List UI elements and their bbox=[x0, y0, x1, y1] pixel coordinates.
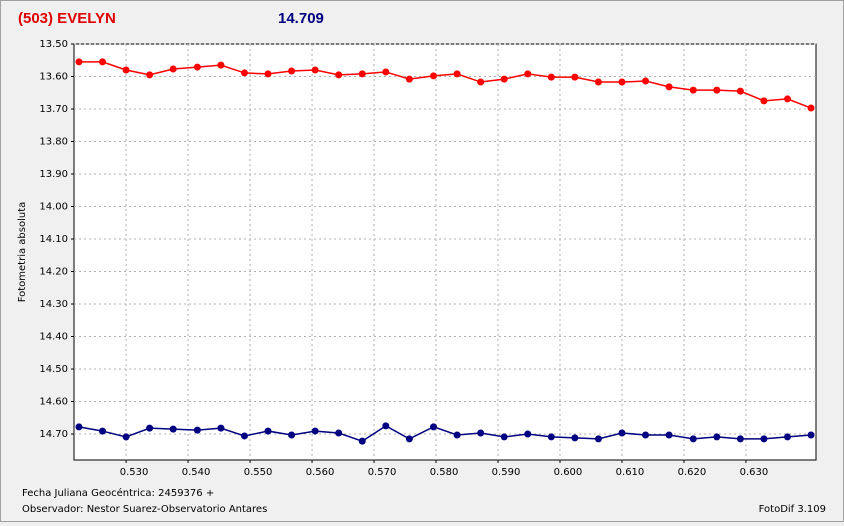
y-tick-label: 13.60 bbox=[39, 72, 68, 83]
observer: Observador: Nestor Suarez-Observatorio A… bbox=[22, 504, 267, 515]
y-tick-label: 13.90 bbox=[39, 169, 68, 180]
series-line bbox=[78, 425, 812, 442]
y-tick-label: 13.70 bbox=[39, 104, 68, 115]
data-point bbox=[594, 435, 602, 443]
data-point bbox=[240, 432, 248, 440]
data-point bbox=[382, 68, 390, 76]
x-tick-label: 0.540 bbox=[182, 467, 211, 478]
y-tick-label: 14.70 bbox=[39, 429, 68, 440]
data-point bbox=[405, 75, 413, 83]
x-tick-label: 0.600 bbox=[554, 467, 583, 478]
data-point bbox=[689, 435, 697, 443]
y-tick-label: 14.30 bbox=[39, 299, 68, 310]
data-point bbox=[760, 97, 768, 105]
y-tick-label: 13.50 bbox=[39, 39, 68, 50]
y-tick-label: 14.00 bbox=[39, 202, 68, 213]
data-point bbox=[524, 430, 532, 438]
data-point bbox=[500, 433, 508, 441]
data-point bbox=[736, 435, 744, 443]
data-point bbox=[311, 66, 319, 74]
data-point bbox=[240, 69, 248, 77]
data-point bbox=[335, 429, 343, 437]
y-tick-label: 14.10 bbox=[39, 234, 68, 245]
data-point bbox=[547, 433, 555, 441]
y-tick-label: 14.50 bbox=[39, 364, 68, 375]
x-tick-label: 0.630 bbox=[740, 467, 769, 478]
data-point bbox=[217, 424, 225, 432]
x-tick-label: 0.530 bbox=[120, 467, 149, 478]
data-point bbox=[169, 65, 177, 73]
x-tick-label: 0.580 bbox=[430, 467, 459, 478]
data-point bbox=[594, 78, 602, 86]
data-point bbox=[122, 433, 130, 441]
data-point bbox=[665, 83, 673, 91]
y-tick-label: 14.60 bbox=[39, 397, 68, 408]
data-point bbox=[193, 63, 201, 71]
data-point bbox=[477, 78, 485, 86]
chart-title: (503) EVELYN bbox=[18, 10, 116, 27]
software-version: FotoDif 3.109 bbox=[759, 504, 826, 515]
x-axis-label: Fecha Juliana Geocéntrica: 2459376 + bbox=[22, 487, 214, 499]
data-point bbox=[430, 423, 438, 431]
data-point bbox=[642, 77, 650, 85]
data-point bbox=[713, 86, 721, 94]
data-point bbox=[264, 70, 272, 78]
data-point bbox=[169, 425, 177, 433]
x-tick-label: 0.550 bbox=[244, 467, 273, 478]
data-point bbox=[75, 423, 83, 431]
data-point bbox=[75, 58, 83, 66]
data-point bbox=[665, 431, 673, 439]
plot-area bbox=[73, 43, 817, 461]
data-point bbox=[358, 437, 366, 445]
data-point bbox=[524, 70, 532, 78]
data-point bbox=[193, 426, 201, 434]
data-point bbox=[264, 427, 272, 435]
x-tick-label: 0.610 bbox=[616, 467, 645, 478]
y-tick-label: 13.80 bbox=[39, 137, 68, 148]
data-point bbox=[405, 435, 413, 443]
series-line bbox=[78, 61, 812, 109]
data-point bbox=[146, 424, 154, 432]
data-point bbox=[760, 435, 768, 443]
x-tick-label: 0.560 bbox=[306, 467, 335, 478]
data-point bbox=[783, 433, 791, 441]
data-point bbox=[477, 429, 485, 437]
data-point bbox=[618, 78, 626, 86]
data-point bbox=[642, 431, 650, 439]
y-tick-label: 14.40 bbox=[39, 332, 68, 343]
x-tick-label: 0.590 bbox=[492, 467, 521, 478]
data-point bbox=[335, 71, 343, 79]
data-point bbox=[618, 429, 626, 437]
y-tick-label: 14.20 bbox=[39, 267, 68, 278]
data-point bbox=[382, 422, 390, 430]
data-point bbox=[99, 58, 107, 66]
data-point bbox=[500, 75, 508, 83]
data-point bbox=[547, 73, 555, 81]
data-point bbox=[311, 427, 319, 435]
data-point bbox=[288, 431, 296, 439]
data-point bbox=[217, 61, 225, 69]
data-point bbox=[99, 427, 107, 435]
data-point bbox=[736, 87, 744, 95]
data-point bbox=[689, 86, 697, 94]
data-point bbox=[122, 66, 130, 74]
data-point bbox=[807, 104, 815, 112]
data-point bbox=[571, 73, 579, 81]
data-point bbox=[783, 95, 791, 103]
y-axis-label: Fotometria absoluta bbox=[17, 202, 28, 303]
x-tick-label: 0.570 bbox=[368, 467, 397, 478]
chart-subtitle: 14.709 bbox=[278, 10, 324, 27]
data-point bbox=[288, 67, 296, 75]
data-point bbox=[430, 72, 438, 80]
data-point bbox=[146, 71, 154, 79]
data-point bbox=[453, 431, 461, 439]
data-point bbox=[453, 70, 461, 78]
data-point bbox=[807, 431, 815, 439]
data-point bbox=[713, 433, 721, 441]
data-point bbox=[358, 70, 366, 78]
x-tick-label: 0.620 bbox=[678, 467, 707, 478]
data-point bbox=[571, 434, 579, 442]
